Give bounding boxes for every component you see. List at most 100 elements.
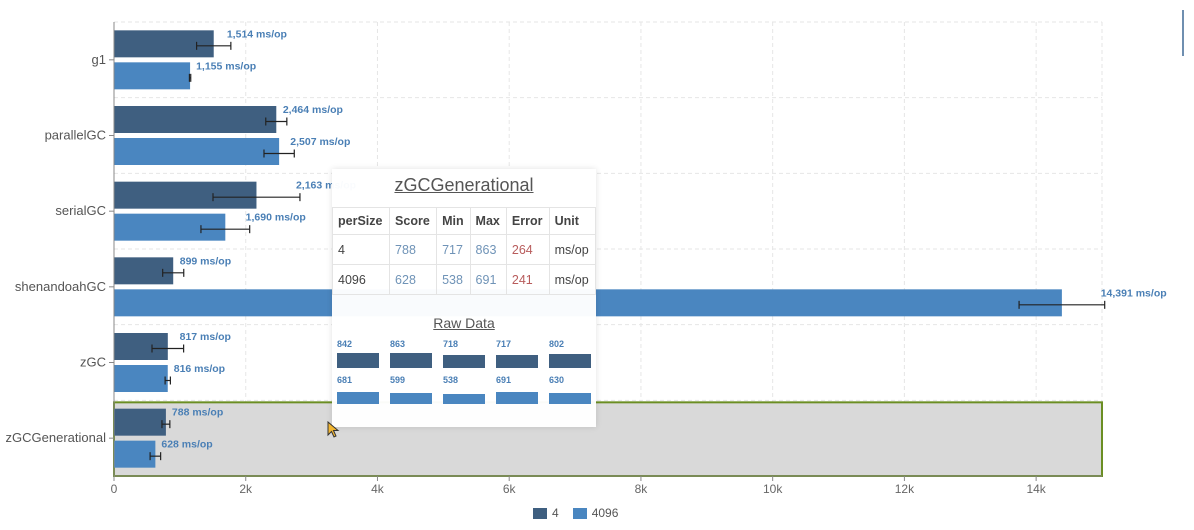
raw-data-value: 802: [549, 339, 565, 349]
raw-data-bar: [549, 354, 591, 368]
selected-category-highlight: [113, 401, 1103, 478]
raw-data-cell: 630: [549, 375, 591, 405]
tooltip-cell-min: 717: [436, 234, 471, 265]
raw-data-value: 599: [390, 375, 406, 385]
x-tick-label: 4k: [371, 482, 385, 496]
raw-data-bar: [443, 394, 485, 404]
raw-data-cell: 718: [443, 339, 485, 369]
tooltip-cell-min: 538: [436, 264, 471, 295]
category-label: g1: [92, 52, 106, 67]
legend-item-4[interactable]: 4: [533, 506, 559, 520]
raw-data-value: 691: [496, 375, 512, 385]
x-tick-label: 10k: [763, 482, 783, 496]
raw-data-bar: [496, 392, 538, 404]
raw-data-bar: [443, 355, 485, 368]
legend-label: 4: [552, 506, 559, 520]
raw-data-cell: 538: [443, 375, 485, 405]
raw-data-value: 842: [337, 339, 353, 349]
mouse-cursor-icon: [327, 421, 340, 438]
data-label: 1,690 ms/op: [246, 212, 306, 224]
x-tick-label: 2k: [239, 482, 253, 496]
raw-data-value: 538: [443, 375, 459, 385]
x-tick-label: 8k: [635, 482, 649, 496]
x-tick-label: 14k: [1026, 482, 1046, 496]
axis-layer: g1 parallelGC serialGC shenandoahGC zGC zGCGe…: [6, 22, 1102, 496]
bar: [114, 440, 156, 468]
tooltip-cell-persize: 4096: [331, 264, 391, 295]
raw-data-cell: 717: [496, 339, 538, 369]
data-label: 899 ms/op: [180, 255, 231, 267]
tooltip-header-cell: Min: [436, 207, 471, 235]
category-label: zGCGenerational: [6, 430, 107, 445]
x-tick-label: 6k: [503, 482, 517, 496]
bar: [114, 62, 191, 90]
data-label: 816 ms/op: [174, 363, 225, 375]
tooltip-cell-max: 691: [469, 264, 507, 295]
legend-item-4096[interactable]: 4096: [572, 506, 619, 520]
tooltip-header-cell: perSize: [331, 207, 391, 235]
raw-data-bar: [390, 353, 432, 368]
tooltip-header-row: perSize Score Min Max Error Unit: [331, 207, 597, 235]
side-indicator: [1182, 10, 1184, 56]
bar: [114, 181, 257, 209]
tooltip-cell-score: 628: [389, 264, 438, 295]
raw-data-value: 717: [496, 339, 512, 349]
tooltip-row: 4096 628 538 691 241 ms/op: [331, 264, 597, 295]
bar: [114, 106, 277, 133]
legend-swatch: [572, 507, 587, 519]
raw-data-cell: 691: [496, 375, 538, 405]
x-tick-label: 0: [111, 482, 118, 496]
data-label: 788 ms/op: [172, 407, 223, 419]
raw-data-cell: 863: [390, 339, 432, 369]
raw-data-cell: 842: [337, 339, 379, 369]
raw-data-bars: 842 863 718 717 802 681 599 538 691 630: [332, 339, 596, 419]
data-label: 14,391 ms/op: [1101, 287, 1167, 299]
tooltip-cell-unit: ms/op: [548, 234, 597, 265]
tooltip-header-cell: Unit: [548, 207, 597, 235]
raw-data-bar: [337, 392, 379, 404]
raw-data-cell: 802: [549, 339, 591, 369]
data-label: 2,507 ms/op: [290, 136, 350, 148]
bar: [114, 408, 166, 436]
raw-data-value: 863: [390, 339, 406, 349]
bar-chart: 1,514 ms/op 1,155 ms/op 2,464 ms/op 2,507 m…: [6, 21, 1167, 496]
raw-data-cell: 599: [390, 375, 432, 405]
tooltip-table: perSize Score Min Max Error Unit 4 788 7…: [331, 207, 597, 295]
bar: [114, 365, 168, 392]
tooltip-cell-score: 788: [389, 234, 438, 265]
raw-data-bar: [390, 393, 432, 404]
tooltip-header-cell: Max: [469, 207, 507, 235]
raw-data-value: 681: [337, 375, 353, 385]
bar: [114, 138, 280, 165]
category-label: shenandoahGC: [15, 279, 106, 294]
raw-data-bar: [549, 393, 591, 404]
bar: [114, 213, 226, 241]
data-label: 817 ms/op: [180, 331, 231, 343]
tooltip-cell-max: 863: [469, 234, 507, 265]
tooltip-row: 4 788 717 863 264 ms/op: [331, 234, 597, 265]
legend-swatch: [533, 507, 547, 519]
tooltip-cell-error: 241: [505, 264, 550, 295]
tooltip-title: zGCGenerational: [394, 175, 534, 195]
category-label: serialGC: [55, 203, 106, 218]
tooltip-header-cell: Score: [389, 207, 438, 235]
tooltip-cell-persize: 4: [331, 234, 391, 265]
raw-data-bar: [496, 355, 538, 368]
chart-legend: 4 4096: [533, 505, 618, 521]
bar: [114, 30, 214, 58]
category-label: parallelGC: [45, 128, 106, 143]
data-label: 1,514 ms/op: [227, 28, 287, 40]
raw-data-value: 718: [443, 339, 459, 349]
tooltip-header-cell: Error: [505, 207, 550, 235]
legend-label: 4096: [591, 506, 619, 520]
raw-data-value: 630: [549, 375, 565, 385]
data-label: 1,155 ms/op: [196, 60, 256, 72]
category-label: zGC: [80, 355, 106, 370]
tooltip-cell-unit: ms/op: [548, 264, 597, 295]
raw-data-bar: [337, 353, 379, 368]
x-tick-label: 12k: [895, 482, 915, 496]
raw-data-cell: 681: [337, 375, 379, 405]
bar: [114, 333, 168, 360]
raw-data-title: Raw Data: [433, 315, 495, 331]
tooltip-panel: zGCGenerational perSize Score Min Max Er…: [331, 169, 597, 427]
